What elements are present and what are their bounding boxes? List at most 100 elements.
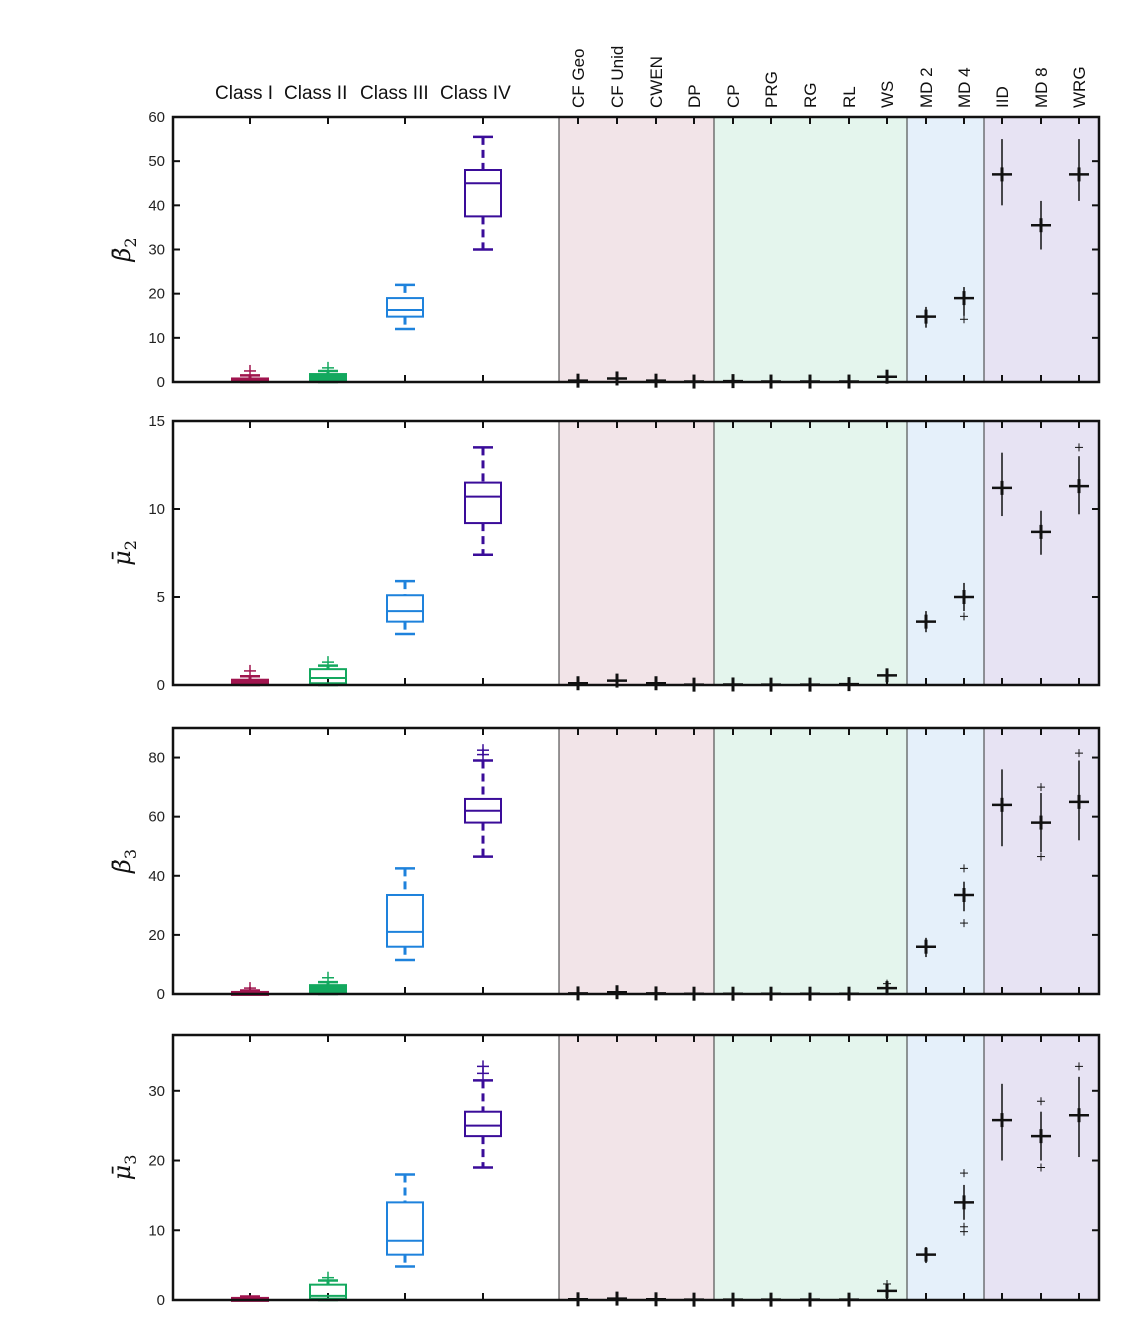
model-label: PRG	[762, 71, 781, 108]
panel: 0 5 10 15 μ̄2	[108, 413, 1101, 694]
model-label: MD 2	[917, 67, 936, 108]
model-label: WRG	[1070, 66, 1089, 108]
class-boxplot	[386, 283, 424, 331]
model-marker	[992, 1083, 1012, 1161]
group-band	[714, 1035, 907, 1300]
y-tick-label: 15	[148, 413, 165, 430]
model-label: MD 4	[955, 67, 974, 108]
model-marker	[916, 937, 936, 958]
class-boxplot	[309, 971, 347, 996]
y-axis-label: β̄3	[108, 849, 140, 874]
class-boxplot	[464, 135, 502, 251]
y-tick-label: 30	[148, 1083, 165, 1100]
axes-frame	[171, 1033, 1101, 1302]
y-tick-label: 20	[148, 1153, 165, 1170]
y-tick-label: 10	[148, 1222, 165, 1239]
y-tick-label: 50	[148, 153, 165, 170]
model-label: DP	[685, 84, 704, 108]
model-marker	[992, 769, 1012, 847]
iqr-box	[464, 169, 502, 218]
axes-frame	[171, 726, 1101, 996]
y-axis-label: μ̄2	[108, 540, 140, 566]
y-tick-label: 10	[148, 501, 165, 518]
model-marker	[1031, 783, 1051, 861]
class-boxplot	[231, 364, 269, 384]
model-label: RL	[840, 86, 859, 108]
iqr-box	[309, 668, 347, 685]
model-label: WS	[878, 81, 897, 108]
y-tick-label: 0	[157, 374, 165, 391]
y-tick-label: 80	[148, 750, 165, 767]
axes-frame	[171, 115, 1101, 384]
model-marker	[954, 287, 974, 324]
y-tick-label: 0	[157, 677, 165, 694]
panels: 0 10 20 30 40 50 60 β̄2 0 5 10 15 μ̄2 0 20 40 60 80 β̄3 0 10…	[108, 109, 1101, 1309]
group-band	[714, 728, 907, 994]
panel: 0 10 20 30 μ̄3	[108, 1033, 1101, 1309]
model-marker	[992, 452, 1012, 517]
group-band	[559, 421, 714, 685]
y-tick-label: 20	[148, 286, 165, 303]
iqr-box	[464, 481, 502, 525]
y-tick-label: 40	[148, 197, 165, 214]
model-marker	[992, 139, 1012, 206]
model-marker	[954, 864, 974, 928]
class-boxplot	[386, 867, 424, 962]
y-tick-label: 10	[148, 330, 165, 347]
y-axis-label: μ̄3	[108, 1155, 140, 1181]
model-marker	[954, 582, 974, 621]
model-marker	[877, 668, 897, 683]
model-marker	[1031, 510, 1051, 555]
class-boxplot	[464, 446, 502, 557]
model-label: IID	[993, 86, 1012, 108]
y-tick-label: 0	[157, 986, 165, 1003]
y-tick-label: 20	[148, 927, 165, 944]
iqr-box	[386, 594, 424, 623]
header-labels: Class I Class II Class III Class IV	[215, 83, 511, 104]
class-boxplot	[309, 361, 347, 384]
group-band	[907, 728, 984, 994]
class-boxplot	[309, 1271, 347, 1302]
model-marker	[877, 1279, 897, 1298]
iqr-box	[464, 1110, 502, 1138]
model-marker	[1031, 200, 1051, 250]
class-boxplot	[464, 1060, 502, 1169]
model-labels: CF Geo CF Unid CWEN DP CP PRG RG RL WS MD 2 MD 4 II…	[569, 46, 1089, 108]
y-tick-label: 30	[148, 242, 165, 259]
group-band	[559, 728, 714, 994]
group-band	[714, 421, 907, 685]
group-band	[907, 1035, 984, 1300]
class-boxplot	[231, 664, 269, 687]
model-label: MD 8	[1032, 67, 1051, 108]
y-tick-label: 40	[148, 868, 165, 885]
group-band	[984, 728, 1099, 994]
y-tick-label: 60	[148, 809, 165, 826]
y-tick-label: 5	[157, 589, 165, 606]
iqr-box	[386, 1201, 424, 1256]
iqr-box	[309, 1283, 347, 1300]
class-label-class-i: Class I	[215, 83, 273, 104]
iqr-box	[386, 893, 424, 948]
group-band	[907, 117, 984, 382]
class-label-class-ii: Class II	[284, 83, 347, 104]
iqr-box	[386, 297, 424, 318]
model-marker	[916, 1247, 936, 1264]
model-marker	[1069, 749, 1089, 841]
y-tick-label: 0	[157, 1292, 165, 1309]
group-band	[907, 421, 984, 685]
class-boxplot	[386, 579, 424, 636]
group-band	[559, 117, 714, 382]
group-band	[714, 117, 907, 382]
group-band	[559, 1035, 714, 1300]
model-marker	[954, 1169, 974, 1236]
model-marker	[916, 611, 936, 633]
class-label-class-iv: Class IV	[440, 83, 511, 104]
model-marker	[1069, 1062, 1089, 1158]
panel: 0 10 20 30 40 50 60 β̄2	[108, 109, 1101, 391]
model-label: CF Unid	[608, 46, 627, 108]
y-axis-label: β̄2	[108, 237, 140, 262]
model-label: CF Geo	[569, 48, 588, 108]
model-label: CWEN	[647, 56, 666, 108]
class-boxplot	[464, 744, 502, 858]
